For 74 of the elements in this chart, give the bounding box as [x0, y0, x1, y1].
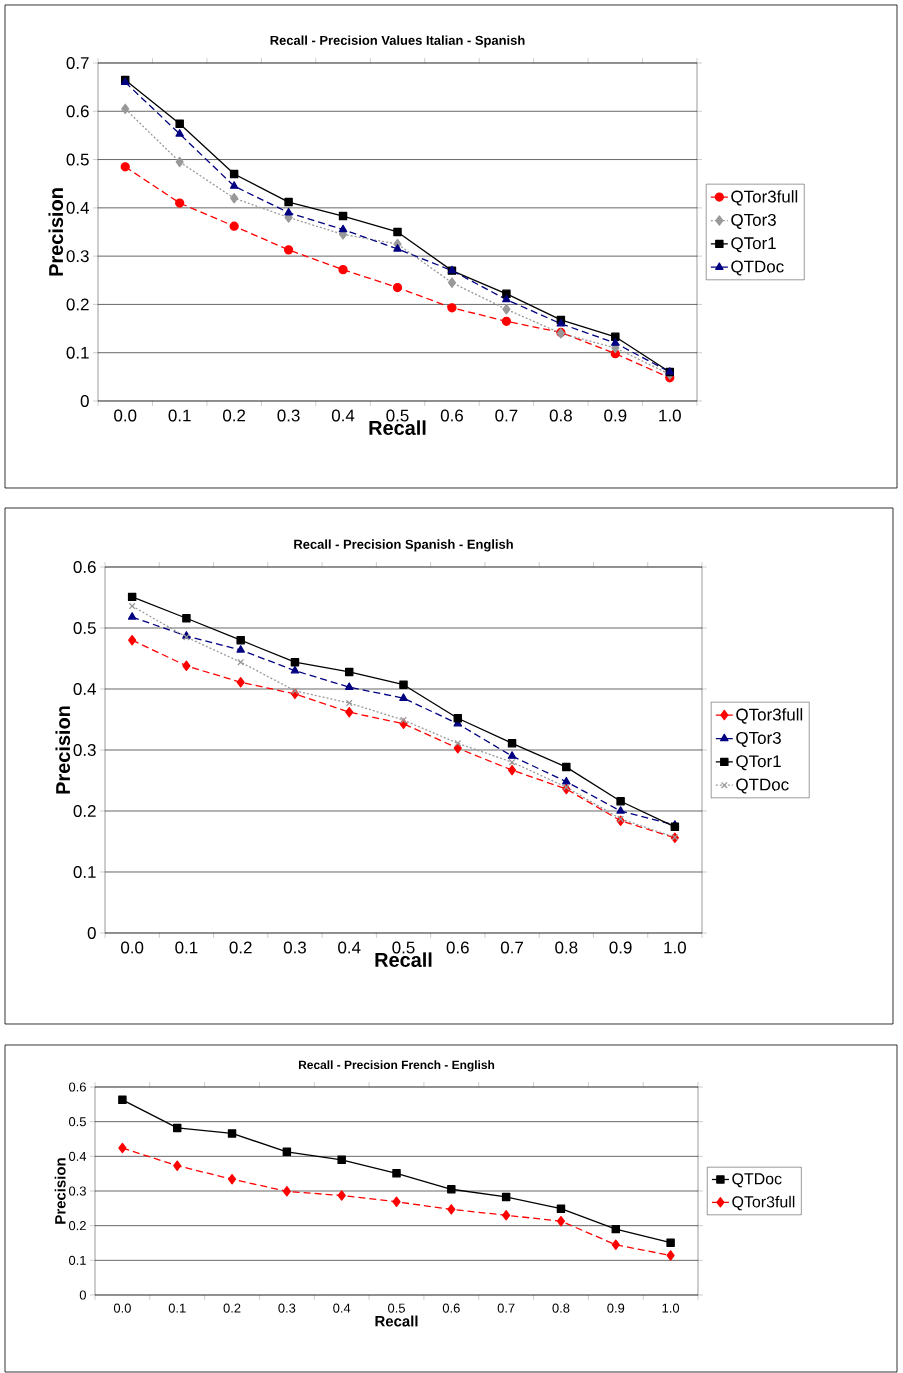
x-tick-label: 0.7 [495, 409, 518, 422]
legend-label: QTor1 [736, 755, 781, 771]
x-axis-title: Recall [375, 952, 432, 967]
y-tick-label: 0 [79, 1290, 86, 1300]
x-tick-label: 0.4 [333, 1303, 351, 1313]
x-tick-label: 0.2 [229, 941, 252, 954]
x-tick-label: 0.1 [168, 409, 191, 422]
x-tick-label: 0.2 [223, 409, 246, 422]
legend-label: QTor3full [731, 190, 798, 206]
y-tick-label: 0.6 [68, 1082, 86, 1092]
x-tick-label: 0.9 [607, 1303, 625, 1313]
x-tick-label: 0.5 [388, 1303, 405, 1313]
y-tick-label: 0.3 [66, 250, 89, 263]
y-tick-label: 0.5 [73, 622, 96, 634]
x-tick-label: 0.5 [386, 409, 409, 422]
legend-label: QTor3 [731, 213, 776, 229]
legend-label: QTor3full [736, 708, 803, 724]
x-tick-label: 0.3 [283, 941, 306, 954]
x-tick-label: 0.8 [549, 409, 572, 422]
x-tick-label: 0.6 [440, 409, 463, 422]
y-axis-title: Precision [55, 706, 71, 794]
y-tick-label: 0.1 [68, 1255, 86, 1265]
x-tick-label: 0.5 [392, 941, 415, 954]
legend-label: QTor1 [731, 237, 776, 253]
y-tick-label: 0.5 [66, 153, 89, 166]
legend-label: QTDoc [732, 1173, 782, 1188]
x-tick-label: 0.0 [113, 1303, 131, 1313]
x-tick-label: 0.9 [609, 941, 632, 954]
x-tick-label: 0.6 [442, 1303, 460, 1313]
legend-label: QTDoc [736, 778, 789, 794]
y-tick-label: 0 [87, 927, 96, 939]
x-axis-title: Recall [369, 420, 426, 435]
x-tick-label: 0.6 [446, 941, 469, 954]
y-tick-label: 0.7 [66, 56, 89, 69]
y-tick-label: 0.2 [68, 1221, 86, 1231]
x-tick-label: 0.8 [555, 941, 578, 954]
legend-label: QTor3full [732, 1195, 795, 1211]
y-tick-label: 0 [80, 394, 89, 407]
y-axis-title: Precision [54, 1158, 66, 1224]
x-tick-label: 0.0 [114, 409, 137, 422]
y-tick-label: 0.4 [68, 1151, 87, 1161]
y-axis-title: Precision [48, 188, 64, 276]
x-tick-label: 1.0 [662, 1303, 680, 1313]
x-axis-title: Recall [375, 1315, 418, 1327]
chart-title: Recall - Precision French - English [298, 1060, 495, 1072]
x-tick-label: 0.9 [604, 409, 627, 422]
legend-label: QTDoc [731, 260, 784, 276]
x-tick-label: 0.7 [500, 941, 523, 954]
y-tick-label: 0.2 [73, 805, 96, 817]
y-tick-label: 0.1 [73, 866, 96, 878]
y-tick-label: 0.4 [73, 683, 96, 695]
y-tick-label: 0.6 [66, 105, 89, 118]
x-tick-label: 0.3 [278, 1303, 296, 1313]
x-tick-label: 0.7 [497, 1303, 515, 1313]
x-tick-label: 0.2 [223, 1303, 241, 1313]
x-tick-label: 1.0 [664, 941, 686, 954]
legend-label: QTor3 [736, 731, 781, 747]
y-tick-label: 0.3 [68, 1186, 86, 1196]
y-tick-label: 0.1 [66, 346, 89, 359]
x-tick-label: 0.8 [552, 1303, 570, 1313]
x-tick-label: 0.4 [331, 409, 355, 422]
x-tick-label: 0.1 [168, 1303, 186, 1313]
x-tick-label: 0.3 [277, 409, 300, 422]
y-tick-label: 0.4 [66, 201, 89, 214]
chart-title: Recall - Precision Spanish - English [294, 539, 513, 552]
y-tick-label: 0.2 [66, 298, 89, 311]
x-tick-label: 0.0 [121, 941, 144, 954]
y-tick-label: 0.5 [68, 1117, 86, 1127]
y-tick-label: 0.3 [73, 744, 96, 756]
x-tick-label: 1.0 [659, 409, 681, 422]
chart-title: Recall - Precision Values Italian - Spanish [270, 35, 525, 48]
y-tick-label: 0.6 [73, 561, 96, 573]
x-tick-label: 0.4 [338, 941, 361, 954]
x-tick-label: 0.1 [175, 941, 198, 954]
